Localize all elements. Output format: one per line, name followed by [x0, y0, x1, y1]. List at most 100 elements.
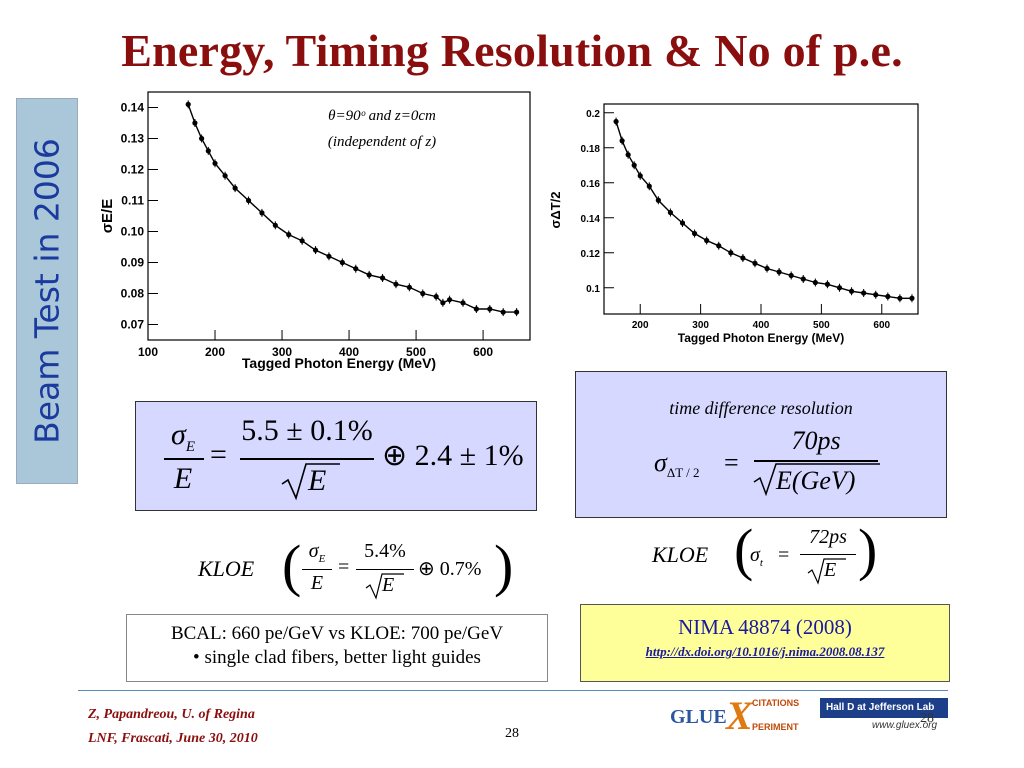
kloe-oplus-term: ⊕ 0.7% [418, 558, 482, 580]
formula-lhs-denominator: E [173, 462, 193, 495]
data-point [740, 255, 746, 261]
data-point [185, 101, 191, 107]
x-axis-label: Tagged Photon Energy (MeV) [678, 331, 844, 345]
y-tick-label: 0.07 [121, 318, 145, 332]
fraction-bar [800, 554, 856, 556]
y-axis-label: σE/E [100, 199, 116, 233]
data-point [812, 279, 818, 286]
data-point [631, 162, 637, 168]
y-tick-label: 0.14 [581, 214, 601, 225]
data-point [752, 260, 758, 266]
equals-sign: = [724, 448, 739, 477]
timing-lhs: σΔT / 2 [654, 448, 700, 481]
data-point [487, 306, 493, 312]
data-point [679, 220, 686, 226]
data-point [326, 253, 332, 259]
sqrt-sign [807, 558, 846, 585]
y-tick-label: 0.18 [581, 144, 601, 155]
data-point [259, 210, 265, 216]
data-point [691, 230, 698, 237]
x-axis-label: Tagged Photon Energy (MeV) [242, 355, 436, 371]
kloe-energy-formula: KLOE ( σE E = 5.4% E ⊕ 0.7% ) [190, 533, 520, 606]
kloe-label: KLOE [198, 556, 255, 581]
data-point [728, 250, 734, 256]
x-tick-label: 500 [406, 345, 426, 359]
data-point [379, 275, 386, 281]
kloe-numerator: 5.4% [364, 540, 406, 562]
y-tick-label: 0.10 [121, 225, 145, 239]
data-point [192, 120, 198, 126]
bcal-line-2: • single clad fibers, better light guide… [193, 647, 481, 668]
sqrt-sign [365, 573, 404, 600]
energy-formula-box: σE E = 5.5 ± 0.1% E ⊕ 2.4 ± 1% [135, 401, 537, 511]
footer-venue: LNF, Frascati, June 30, 2010 [88, 731, 258, 746]
data-point [764, 265, 770, 272]
fit-curve [615, 121, 912, 299]
kloe-timing-formula: KLOE ( σt = 72ps E ) [640, 517, 880, 590]
y-tick-label: 0.13 [121, 132, 145, 146]
data-point [637, 173, 643, 179]
kloe-timing-numerator: 72ps [809, 526, 847, 548]
data-point [212, 160, 218, 166]
timing-numerator: 70ps [791, 426, 841, 455]
paren-left: ( [734, 517, 754, 582]
kloe-timing-denominator: E [824, 559, 837, 581]
data-point [339, 259, 345, 266]
data-point [909, 295, 915, 301]
data-point [353, 266, 359, 272]
x-tick-label: 200 [205, 345, 225, 359]
footer-rule [78, 690, 948, 691]
kloe-lhs-denominator: E [310, 572, 324, 594]
data-point [199, 135, 205, 142]
sqrt-sign [753, 463, 880, 497]
energy-resolution-plot: 0.14 0.13 0.12 0.11 0.10 0.09 0.08 0.07 100 200 3… [100, 88, 535, 378]
bcal-box: BCAL: 660 pe/GeV vs KLOE: 700 pe/GeV • s… [126, 614, 548, 682]
data-point [625, 152, 631, 158]
y-tick-label: 0.1 [586, 284, 600, 295]
x-tick-label: 600 [473, 345, 493, 359]
paren-right: ) [858, 517, 878, 582]
data-point [500, 309, 506, 315]
equals-sign: = [210, 438, 227, 471]
data-point [667, 209, 674, 216]
kloe-lhs-numerator: σE [308, 540, 326, 565]
data-point [873, 292, 879, 298]
kloe-label: KLOE [652, 542, 709, 567]
data-point [272, 222, 278, 228]
side-banner: Beam Test in 2006 [16, 98, 78, 484]
x-tick-label: 300 [272, 345, 292, 359]
footer-author: Z, Papandreou, U. of Regina [88, 707, 255, 722]
slide-title: Energy, Timing Resolution & No of p.e. [121, 25, 903, 76]
data-point [800, 276, 806, 282]
data-point [446, 297, 453, 303]
paren-left: ( [282, 533, 302, 598]
data-point [885, 293, 891, 300]
y-tick-label: 0.11 [121, 194, 144, 208]
data-point [646, 183, 652, 189]
data-point [619, 138, 625, 144]
fraction-bar [754, 460, 878, 462]
data-point [788, 272, 794, 279]
x-tick-label: 200 [632, 320, 649, 331]
nima-doi-link[interactable]: http://dx.doi.org/10.1016/j.nima.2008.08… [645, 644, 885, 659]
annotation-note: (independent of z) [328, 134, 436, 150]
logo-periment-text: PERIMENT [752, 722, 799, 732]
data-point [776, 269, 782, 275]
data-point [393, 281, 399, 287]
data-point [232, 185, 238, 191]
equals-sign: = [778, 544, 790, 566]
data-point [848, 288, 855, 294]
data-point [824, 281, 831, 287]
x-tick-label: 400 [339, 345, 359, 359]
bcal-line-1: BCAL: 660 pe/GeV vs KLOE: 700 pe/GeV [170, 623, 504, 644]
x-tick-label: 100 [138, 345, 158, 359]
data-point [460, 300, 466, 306]
x-tick-label: 300 [692, 320, 709, 331]
halld-url: www.gluex.org [872, 720, 938, 731]
kloe-denominator: E [382, 574, 395, 596]
halld-badge-text: Hall D at Jefferson Lab [826, 702, 935, 713]
x-tick-label: 400 [753, 320, 770, 331]
data-point [704, 237, 710, 244]
timing-resolution-plot: 0.2 0.18 0.16 0.14 0.12 0.1 200 300 400 500 600 σ… [548, 96, 928, 354]
data-point [513, 309, 520, 315]
